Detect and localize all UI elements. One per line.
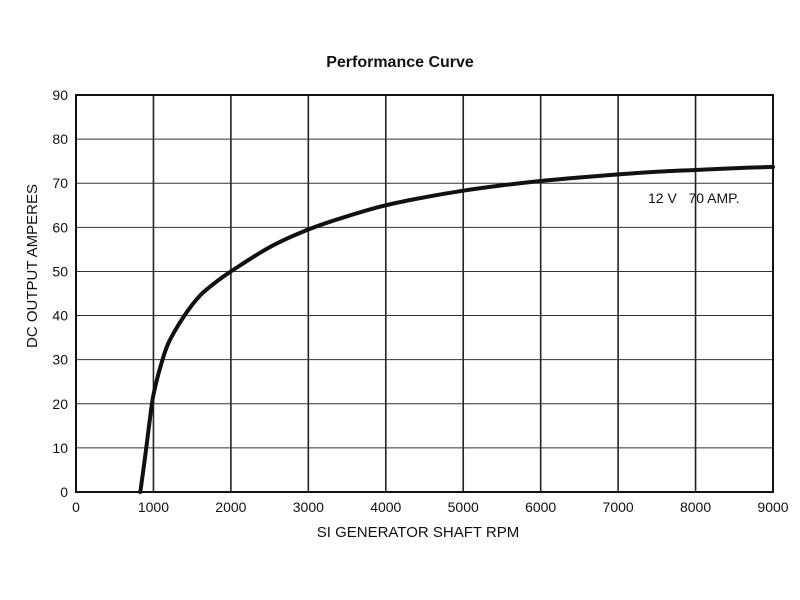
x-tick-label: 1000 [138,499,169,515]
y-tick-label: 80 [52,131,68,147]
x-tick-label: 5000 [448,499,479,515]
x-tick-label: 3000 [293,499,324,515]
x-tick-label: 2000 [215,499,246,515]
y-tick-label: 20 [52,396,68,412]
y-tick-label: 0 [60,484,68,500]
y-tick-label: 10 [52,440,68,456]
plot-frame [75,94,774,493]
y-axis-label: DC OUTPUT AMPERES [24,184,41,348]
y-tick-label: 40 [52,308,68,324]
curve-annotation: 12 V 70 AMP. [648,190,740,206]
y-tick-label: 30 [52,352,68,368]
y-tick-label: 60 [52,219,68,235]
x-tick-label: 4000 [370,499,401,515]
y-tick-label: 50 [52,263,68,279]
x-axis-label: SI GENERATOR SHAFT RPM [317,524,520,541]
x-tick-label: 8000 [680,499,711,515]
y-tick-label: 70 [52,175,68,191]
y-tick-label: 90 [52,87,68,103]
tick-labels: 0 1000 2000 3000 4000 5000 6000 7000 8000 9000 0 10… [52,87,788,515]
x-tick-label: 7000 [603,499,634,515]
x-tick-label: 0 [72,499,80,515]
series-line-12v-70amp [138,164,775,494]
chart-title: Performance Curve [326,54,474,71]
x-tick-label: 9000 [757,499,788,515]
grid [76,95,773,492]
x-tick-label: 6000 [525,499,556,515]
